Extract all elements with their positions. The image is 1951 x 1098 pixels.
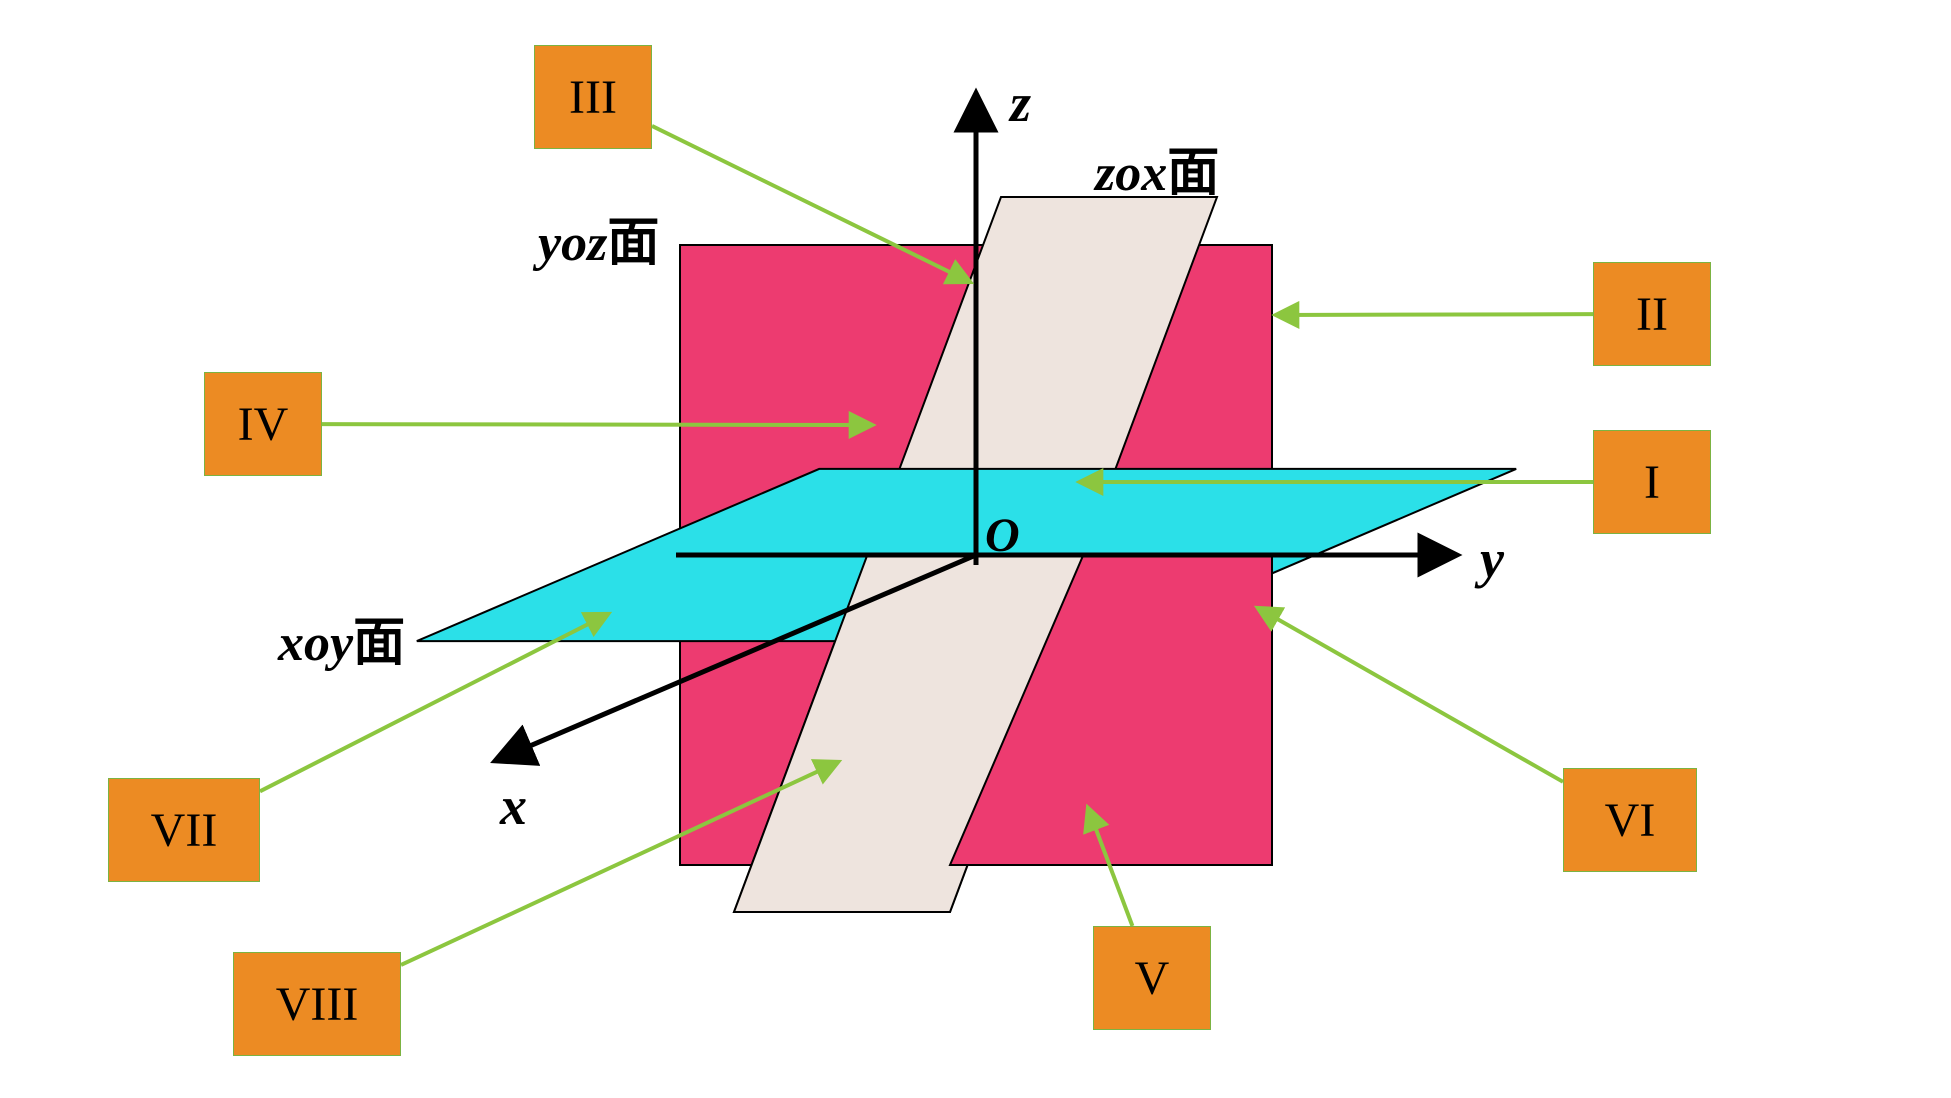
octant-label-III: III (534, 45, 652, 149)
octant-label-VII: VII (108, 778, 260, 882)
diagram-canvas: IIIIIIVIVIIVIIIVVIzyxOyoz面zox面xoy面 (0, 0, 1951, 1098)
octant-label-VI: VI (1563, 768, 1697, 872)
octant-label-VIII: VIII (233, 952, 401, 1056)
plane-label-yoz: yoz面 (538, 200, 659, 275)
axis-label-z: z (1010, 72, 1031, 134)
diagram-svg (0, 0, 1951, 1098)
plane-label-xoy: xoy面 (278, 600, 405, 675)
octant-label-IV: IV (204, 372, 322, 476)
octant-label-I: I (1593, 430, 1711, 534)
octant-label-II: II (1593, 262, 1711, 366)
octant-label-V: V (1093, 926, 1211, 1030)
axis-label-y: y (1480, 528, 1504, 590)
axis-label-x: x (500, 775, 527, 837)
plane-label-zox: zox面 (1095, 130, 1219, 205)
origin-label: O (985, 508, 1020, 563)
